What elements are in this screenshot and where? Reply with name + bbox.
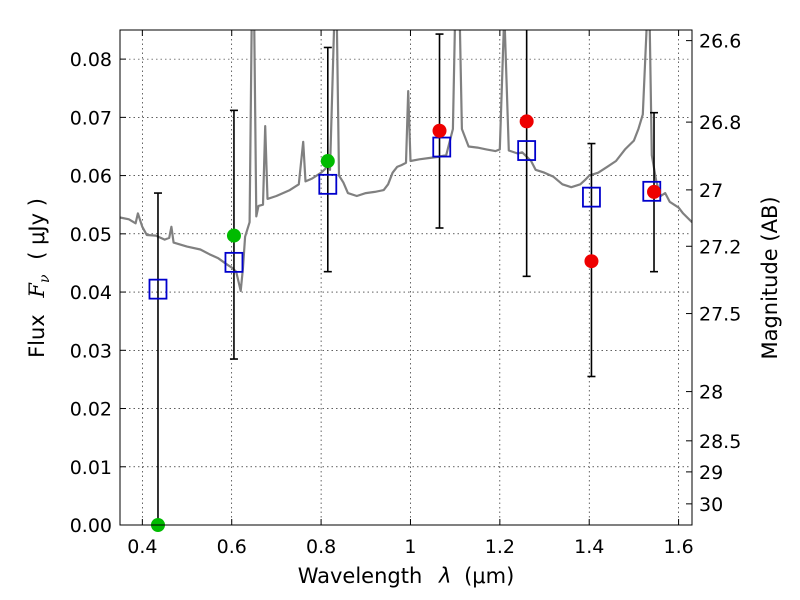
mag-tick-label: 27 [699,180,723,202]
y-tick-label: 0.04 [70,282,112,304]
y-tick-label: 0.02 [70,399,112,421]
model-marker [224,251,244,273]
mag-tick-label: 26.6 [699,31,741,53]
mag-tick-label: 29 [699,462,723,484]
observed-points [150,114,662,532]
grid [120,30,692,526]
x-axis-label-lambda: λ [438,564,451,588]
y-axis-label-text: Flux [25,314,49,358]
model-marker [582,186,601,208]
model-spectrum-line [120,30,692,292]
model-marker [432,136,452,158]
model-marker [148,278,168,300]
y-tick-label: 0.08 [70,49,112,71]
y-axis-label-symbol: F [25,282,49,299]
y-tick-label: 0.06 [70,166,112,188]
observed-marker [320,154,335,169]
y-tick-label: 0.01 [70,457,112,479]
mag-tick-label: 27.2 [699,236,741,258]
x-axis-label: Wavelength λ (μm) [298,564,515,588]
x-tick-label: 0.8 [306,536,336,558]
model-marker [517,140,537,161]
observed-marker [584,254,599,269]
y-axis-label-sub: ν [37,274,53,283]
mag-tick-label: 27.5 [699,304,741,326]
x-tick-label: 1 [404,536,416,558]
observed-marker [647,184,662,199]
plot-frame [119,29,693,526]
y-axis-label-unit: ( μJy ) [25,198,49,260]
x-axis-label-unit: (μm) [464,564,514,588]
mag-tick-label: 30 [699,494,723,516]
model-marker [318,173,338,195]
x-tick-label: 0.4 [127,536,157,558]
model-points [148,136,662,300]
x-tick-label: 1.4 [574,536,604,558]
magnitude-axis-label: Magnitude (AB) [758,196,782,359]
plot-background [120,30,692,525]
x-axis-label-text: Wavelength [298,564,423,588]
y-axis-label: Flux Fν ( μJy ) [25,198,54,358]
y-tick-label: 0.00 [70,515,112,537]
x-tick-label: 0.6 [217,536,247,558]
y-tick-label: 0.07 [70,107,112,129]
mag-tick-label: 28 [699,382,723,404]
observed-marker [432,123,447,138]
observed-marker [519,114,534,129]
x-axis: 0.4 0.6 0.8 1 1.2 1.4 1.6 [127,30,694,558]
magnitude-axis: 26.6 26.8 27 27.2 27.5 28 28.5 29 30 [686,31,741,516]
x-tick-label: 1.6 [663,536,693,558]
observed-marker [226,228,241,243]
y-tick-label: 0.05 [70,224,112,246]
mag-tick-label: 28.5 [699,431,741,453]
x-tick-label: 1.2 [485,536,515,558]
y-tick-label: 0.03 [70,340,112,362]
spectrum-layer [120,30,692,292]
y-axis: 0.00 0.01 0.02 0.03 0.04 0.05 0.06 0.07 0.08 [70,49,126,537]
mag-tick-label: 26.8 [699,112,741,134]
